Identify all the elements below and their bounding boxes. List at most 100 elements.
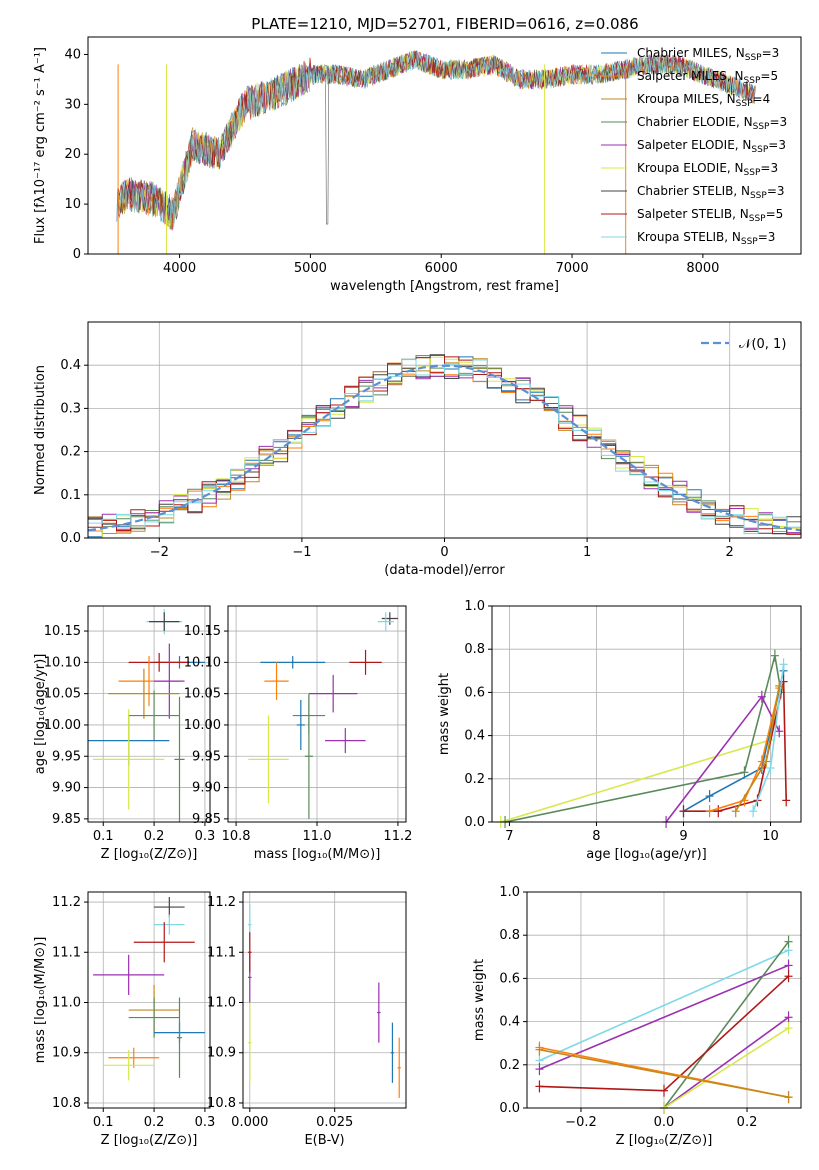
y-tick-label: 0 — [73, 247, 81, 262]
x-axis-label: wavelength [Angstrom, rest frame] — [330, 279, 559, 294]
plot-frame — [526, 891, 802, 1109]
y-tick-label: 10.15 — [44, 624, 81, 639]
plot-frame — [87, 321, 802, 539]
y-tick-label: 10.00 — [44, 718, 81, 733]
normal-curve — [87, 364, 802, 532]
x-tick-label: 1 — [583, 545, 591, 560]
y-tick-label: 11.0 — [207, 996, 236, 1011]
y-tick-label: 30 — [64, 97, 81, 112]
y-tick-label: 0.4 — [499, 1015, 520, 1030]
y-tick-label: 0.8 — [464, 642, 485, 657]
y-tick-label: 1.0 — [499, 885, 520, 900]
legend-entry: Salpeter ELODIE, NSSP=3 — [637, 138, 786, 155]
y-tick-label: 9.95 — [52, 749, 81, 764]
plot-frame — [87, 891, 211, 1109]
x-tick-label: −0.2 — [565, 1115, 597, 1130]
x-tick-label: 10 — [762, 829, 779, 844]
y-tick-label: 20 — [64, 147, 81, 162]
x-tick-label: 0.3 — [195, 1115, 216, 1130]
y-axis-label: mass weight — [437, 673, 452, 755]
x-tick-label: 8000 — [686, 261, 719, 276]
legend-entry: Chabrier MILES, NSSP=3 — [637, 46, 779, 63]
legend-entry: Salpeter MILES, NSSP=5 — [637, 69, 778, 86]
legend-entry: Kroupa MILES, NSSP=4 — [637, 92, 770, 109]
x-tick-label: 0.2 — [144, 1115, 165, 1130]
legend-entry: Kroupa STELIB, NSSP=3 — [637, 230, 775, 247]
legend-entry: Chabrier STELIB, NSSP=3 — [637, 184, 785, 201]
y-tick-label: 0.4 — [60, 358, 81, 373]
residual-histogram-panel: −2 −1 0 1 2 0.0 0.1 0.2 0.3 0.4 (data-model)/error… — [33, 321, 802, 578]
y-tick-label: 0.8 — [499, 928, 520, 943]
y-tick-label: 10.10 — [184, 655, 221, 670]
y-tick-label: 0.3 — [60, 401, 81, 416]
x-tick-label: 0.3 — [195, 829, 216, 844]
x-tick-label: 4000 — [163, 261, 196, 276]
x-tick-label: −1 — [292, 545, 311, 560]
x-tick-label: 0.2 — [737, 1115, 758, 1130]
age-vs-metallicity-panel: 0.1 0.2 0.3 9.85 9.90 9.95 10.00 10.05 10.10 10.1… — [33, 605, 216, 862]
mass-vs-metallicity-panel: 0.1 0.2 0.3 10.8 10.9 11.0 11.1 11.2 Z [log₁₀(Z/… — [33, 891, 216, 1148]
weight-line — [683, 670, 785, 812]
x-tick-label: 0.000 — [231, 1115, 268, 1130]
y-tick-label: 10.9 — [52, 1046, 81, 1061]
x-axis-label: Z [log₁₀(Z/Z⊙)] — [101, 847, 198, 862]
x-tick-label: 0 — [440, 545, 448, 560]
x-tick-label: 5000 — [294, 261, 327, 276]
y-axis-label: age [log₁₀(age/yr)] — [33, 654, 48, 775]
y-tick-label: 10.8 — [52, 1096, 81, 1111]
y-tick-label: 9.90 — [52, 781, 81, 796]
y-tick-label: 10.05 — [184, 687, 221, 702]
y-tick-label: 40 — [64, 47, 81, 62]
x-axis-label: age [log₁₀(age/yr)] — [586, 847, 707, 862]
mass-weight-vs-age-panel: 7 8 9 10 0.0 0.2 0.4 0.6 0.8 1.0 age [log₁₀(age/yr… — [437, 599, 802, 862]
x-tick-label: 0.0 — [654, 1115, 675, 1130]
y-axis-label: Normed distribution — [33, 365, 48, 495]
x-tick-label: 10.8 — [222, 829, 251, 844]
weight-line — [539, 949, 789, 1062]
x-tick-label: 7000 — [556, 261, 589, 276]
legend-entry: Chabrier ELODIE, NSSP=3 — [637, 115, 787, 132]
x-tick-label: −2 — [150, 545, 169, 560]
weight-line — [663, 1027, 789, 1109]
y-tick-label: 11.2 — [52, 895, 81, 910]
y-tick-label: 9.90 — [192, 781, 221, 796]
y-tick-label: 11.1 — [207, 945, 236, 960]
weight-line — [539, 1048, 789, 1098]
x-tick-label: 11.2 — [383, 829, 412, 844]
y-tick-label: 0.2 — [499, 1058, 520, 1073]
y-tick-label: 0.6 — [464, 685, 485, 700]
x-tick-label: 9 — [679, 829, 687, 844]
x-tick-label: 0.2 — [144, 829, 165, 844]
x-tick-label: 11.0 — [303, 829, 332, 844]
y-tick-label: 0.0 — [60, 531, 81, 546]
x-tick-label: 0.1 — [93, 829, 114, 844]
weight-line — [539, 964, 789, 1070]
x-axis-label: E(B-V) — [304, 1133, 344, 1148]
y-axis-label: mass [log₁₀(M/M⊙)] — [33, 937, 48, 1064]
y-tick-label: 9.85 — [192, 812, 221, 827]
spectrum-line — [118, 50, 755, 227]
y-tick-label: 10.05 — [44, 687, 81, 702]
legend-entry: Salpeter STELIB, NSSP=5 — [637, 207, 783, 224]
y-tick-label: 10.9 — [207, 1046, 236, 1061]
y-tick-label: 11.0 — [52, 996, 81, 1011]
histogram-series — [88, 359, 801, 538]
mass-vs-ebv-panel: 0.000 0.025 10.8 10.9 11.0 11.1 11.2 E(B-V) — [207, 891, 407, 1148]
x-axis-label: Z [log₁₀(Z/Z⊙)] — [101, 1133, 198, 1148]
y-tick-label: 11.1 — [52, 945, 81, 960]
y-tick-label: 0.0 — [464, 815, 485, 830]
y-tick-label: 9.85 — [52, 812, 81, 827]
legend-entry: Kroupa ELODIE, NSSP=3 — [637, 161, 778, 178]
y-tick-label: 9.95 — [192, 749, 221, 764]
figure-title: PLATE=1210, MJD=52701, FIBERID=0616, z=0… — [251, 15, 638, 33]
y-axis-label: mass weight — [472, 959, 487, 1041]
y-tick-label: 0.0 — [499, 1101, 520, 1116]
weight-line — [709, 687, 780, 812]
weight-line — [500, 685, 780, 823]
y-tick-label: 0.2 — [60, 445, 81, 460]
x-tick-label: 6000 — [425, 261, 458, 276]
y-axis-label: Flux [fλ10⁻¹⁷ erg cm⁻² s⁻¹ A⁻¹] — [33, 47, 48, 244]
x-tick-label: 0.1 — [93, 1115, 114, 1130]
mass-weight-vs-metallicity-panel: −0.2 0.0 0.2 0.0 0.2 0.4 0.6 0.8 1.0 Z [log₁₀(Z/Z… — [472, 885, 802, 1148]
age-vs-mass-panel: 10.8 11.0 11.2 9.85 9.90 9.95 10.00 10.05 10.10 1… — [184, 605, 412, 862]
